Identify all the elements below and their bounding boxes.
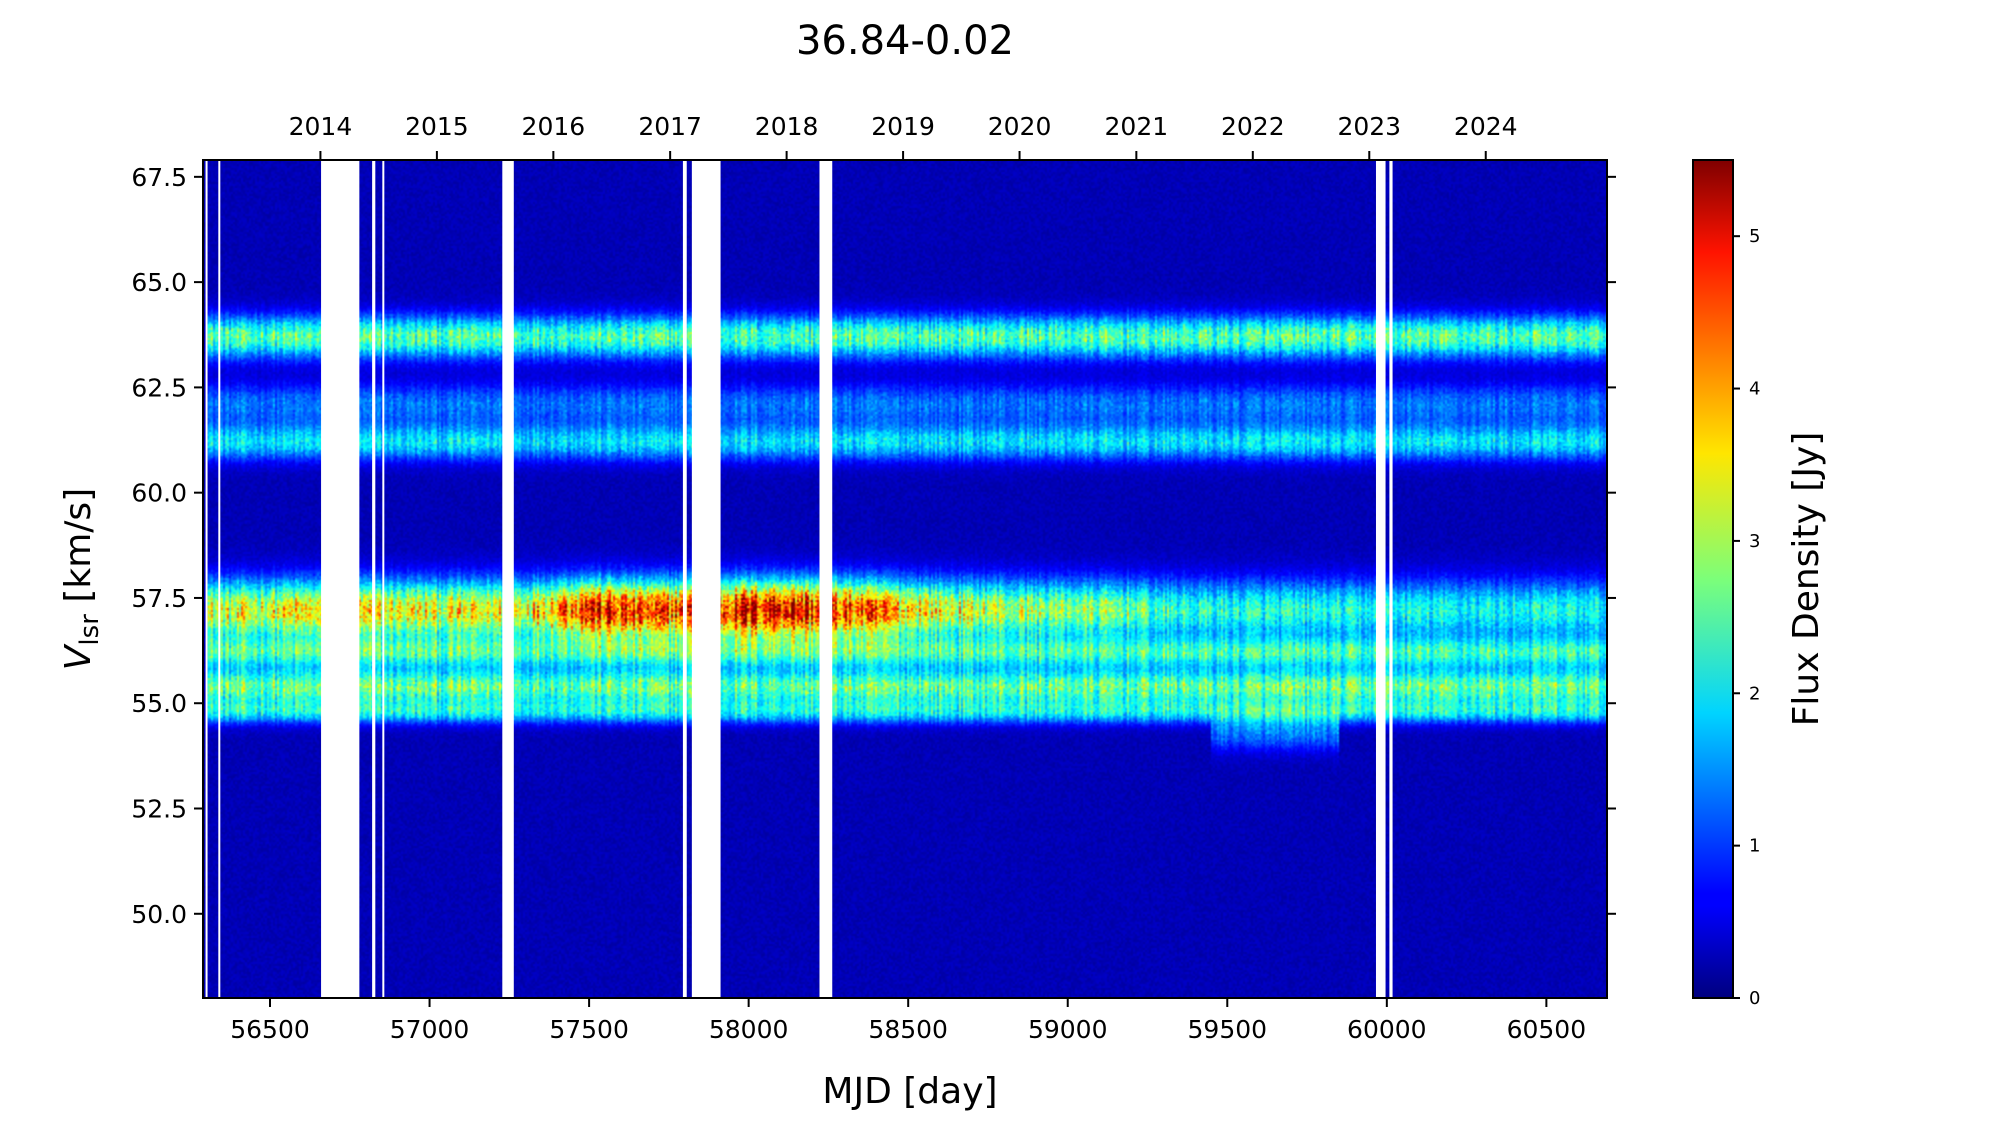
y-tick-label: 67.5 (131, 163, 187, 192)
y-axis-ticks: 50.0 52.5 55.0 57.5 60.0 62.5 65.0 67.5 (131, 163, 1616, 929)
y-tick-label: 52.5 (131, 795, 187, 824)
colorbar-ticks: 0 1 2 3 4 5 (1733, 226, 1760, 1009)
y-tick-label: 65.0 (131, 268, 187, 297)
data-gap (682, 160, 687, 998)
x-tick-label: 57500 (549, 1015, 629, 1044)
data-gap (691, 160, 721, 998)
x-tick-label: 59500 (1188, 1015, 1268, 1044)
y-tick-label: 55.0 (131, 689, 187, 718)
top-year-label: 2020 (988, 112, 1052, 141)
top-year-label: 2018 (755, 112, 819, 141)
y-tick-label: 62.5 (131, 373, 187, 402)
top-year-axis: 2014 2015 2016 2017 2018 2019 2020 2021 2022 2023… (289, 112, 1518, 160)
colorbar-tick-label: 4 (1749, 379, 1760, 400)
top-year-label: 2015 (405, 112, 469, 141)
data-gap (372, 160, 376, 998)
top-year-label: 2014 (289, 112, 353, 141)
data-gap (321, 160, 360, 998)
heatmap-image (203, 160, 1607, 998)
x-tick-label: 60000 (1347, 1015, 1427, 1044)
chart-title: 36.84-0.02 (796, 18, 1014, 64)
top-year-label: 2021 (1105, 112, 1169, 141)
colorbar-tick-label: 5 (1749, 226, 1760, 247)
colorbar-tick-label: 0 (1749, 988, 1760, 1009)
data-gap (502, 160, 514, 998)
colorbar-tick-label: 2 (1749, 683, 1760, 704)
data-gap (819, 160, 833, 998)
y-axis-title-unit: [km/s] (58, 488, 99, 614)
y-tick-label: 60.0 (131, 479, 187, 508)
x-tick-label: 60500 (1507, 1015, 1587, 1044)
y-axis-title-sub: lsr (75, 614, 105, 646)
top-year-label: 2016 (522, 112, 586, 141)
top-year-label: 2019 (871, 112, 935, 141)
data-gap (1389, 160, 1393, 998)
x-tick-label: 58000 (709, 1015, 789, 1044)
top-year-label: 2024 (1454, 112, 1518, 141)
colorbar-title: Flux Density [Jy] (1786, 432, 1827, 727)
data-gaps (205, 160, 1393, 998)
colorbar-gradient (1692, 159, 1734, 999)
data-gap (218, 160, 221, 998)
y-tick-label: 50.0 (131, 900, 187, 929)
colorbar-tick-label: 3 (1749, 531, 1760, 552)
y-tick-label: 57.5 (131, 584, 187, 613)
x-tick-label: 58500 (868, 1015, 948, 1044)
plot-frame (202, 159, 1608, 999)
top-year-label: 2023 (1337, 112, 1401, 141)
top-year-label: 2022 (1221, 112, 1285, 141)
x-tick-label: 56500 (230, 1015, 310, 1044)
colorbar-tick-label: 1 (1749, 836, 1760, 857)
x-tick-label: 59000 (1028, 1015, 1108, 1044)
x-axis-title: MJD [day] (822, 1071, 997, 1112)
data-gap (1375, 160, 1386, 998)
colorbar: 0 1 2 3 4 5 Flux Density [Jy] (1692, 159, 1827, 1009)
data-gap (205, 160, 208, 998)
x-tick-label: 57000 (390, 1015, 470, 1044)
top-year-label: 2017 (638, 112, 702, 141)
data-gap (382, 160, 385, 998)
y-axis-title: Vlsr [km/s] (58, 488, 105, 670)
heatmap-plot-area (202, 159, 1608, 999)
x-axis-ticks: 56500 57000 57500 58000 58500 59000 59500 60000… (230, 998, 1586, 1044)
y-axis-title-main: V (58, 643, 99, 670)
